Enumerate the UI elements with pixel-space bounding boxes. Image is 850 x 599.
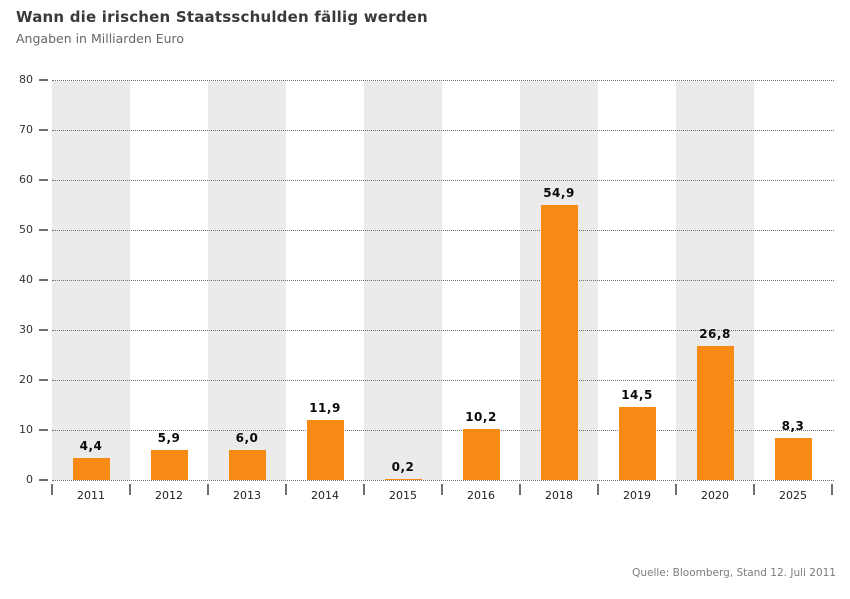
y-tick-mark [39,479,48,481]
bar [774,438,812,480]
bar [72,458,110,480]
gridline [52,430,834,431]
bar-value-label: 8,3 [781,419,805,433]
bar-value-label: 4,4 [79,439,103,453]
bar-value-label: 11,9 [309,401,341,415]
bar [462,429,500,480]
y-tick-label: 70 [19,123,33,136]
bar [618,407,656,480]
x-axis-tick [441,484,443,495]
source-note: Quelle: Bloomberg, Stand 12. Juli 2011 [632,567,836,579]
y-tick-mark [39,279,48,281]
y-tick-label: 0 [26,473,33,486]
y-tick-label: 80 [19,73,33,86]
bar [540,205,578,480]
plot-area: 4,4 5,9 6,0 11,9 0,2 10,2 54,9 14,5 26,8 8,3 [52,80,834,481]
x-category-label: 2015 [389,489,417,502]
gridline [52,280,834,281]
gridline [52,80,834,81]
y-tick-label: 20 [19,373,33,386]
bar [306,420,344,480]
x-axis-tick [285,484,287,495]
x-axis-tick [51,484,53,495]
x-category-label: 2025 [779,489,807,502]
bar [384,479,422,480]
x-category-label: 2012 [155,489,183,502]
gridline [52,230,834,231]
bar-value-label: 0,2 [391,460,415,474]
gridline [52,130,834,131]
page-subtitle: Angaben in Milliarden Euro [16,31,185,46]
bar [696,346,734,480]
bar-value-label: 6,0 [235,431,259,445]
bar [150,450,188,480]
gridline [52,480,834,481]
x-axis-tick [597,484,599,495]
x-axis-tick [675,484,677,495]
x-axis-tick [207,484,209,495]
page-title: Wann die irischen Staatsschulden fällig … [16,8,428,26]
y-tick-label: 40 [19,273,33,286]
x-category-label: 2020 [701,489,729,502]
y-tick-label: 30 [19,323,33,336]
gridline [52,180,834,181]
x-axis-tick [363,484,365,495]
y-tick-label: 10 [19,423,33,436]
y-tick-label: 60 [19,173,33,186]
x-category-label: 2019 [623,489,651,502]
y-tick-mark [39,379,48,381]
y-tick-mark [39,429,48,431]
gridline [52,380,834,381]
x-axis-tick [519,484,521,495]
y-tick-mark [39,329,48,331]
gridline [52,330,834,331]
bar-value-label: 54,9 [543,186,575,200]
y-tick-label: 50 [19,223,33,236]
x-category-label: 2016 [467,489,495,502]
bar-value-label: 5,9 [157,431,181,445]
y-tick-mark [39,229,48,231]
y-tick-mark [39,79,48,81]
bar-value-label: 14,5 [621,388,653,402]
bar-value-label: 26,8 [699,327,731,341]
y-tick-mark [39,129,48,131]
bar [228,450,266,480]
x-axis-tick [753,484,755,495]
y-tick-mark [39,179,48,181]
x-category-label: 2011 [77,489,105,502]
x-category-label: 2013 [233,489,261,502]
x-axis-tick [831,484,833,495]
x-category-label: 2014 [311,489,339,502]
x-category-label: 2018 [545,489,573,502]
x-axis-tick [129,484,131,495]
bar-value-label: 10,2 [465,410,497,424]
